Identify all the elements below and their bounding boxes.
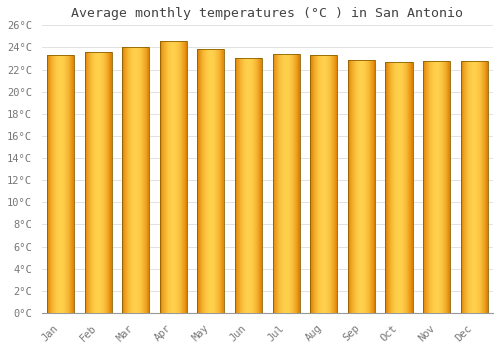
Bar: [310, 55, 338, 313]
Bar: [460, 61, 488, 313]
Bar: [386, 62, 412, 313]
Bar: [160, 41, 187, 313]
Title: Average monthly temperatures (°C ) in San Antonio: Average monthly temperatures (°C ) in Sa…: [72, 7, 464, 20]
Bar: [235, 58, 262, 313]
Bar: [47, 55, 74, 313]
Bar: [423, 61, 450, 313]
Bar: [84, 52, 112, 313]
Bar: [122, 47, 149, 313]
Bar: [272, 54, 299, 313]
Bar: [198, 49, 224, 313]
Bar: [348, 60, 375, 313]
